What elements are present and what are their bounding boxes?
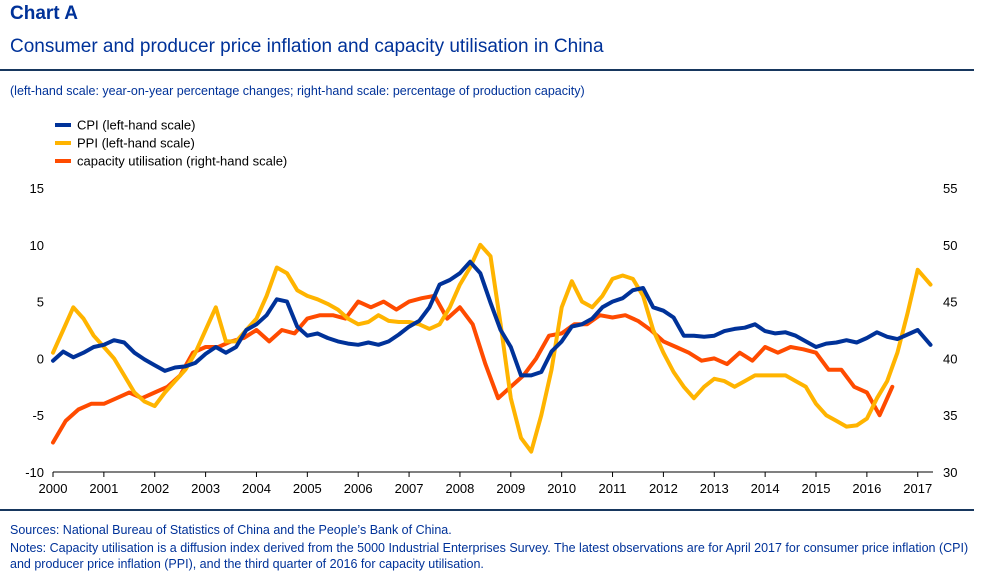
legend-label: PPI (left-hand scale) — [77, 136, 195, 151]
x-tick-label: 2009 — [496, 481, 525, 496]
right-tick-label: 50 — [943, 238, 957, 253]
x-tick-label: 2006 — [344, 481, 373, 496]
x-tick-label: 2014 — [751, 481, 780, 496]
x-tick-label: 2007 — [395, 481, 424, 496]
right-tick-label: 35 — [943, 408, 957, 423]
series-lines — [51, 242, 933, 454]
x-tick-label: 2004 — [242, 481, 271, 496]
chart-title: Consumer and producer price inflation an… — [10, 36, 604, 57]
right-tick-label: 45 — [943, 295, 957, 310]
legend-label: capacity utilisation (right-hand scale) — [77, 154, 287, 169]
left-tick-label: 15 — [30, 181, 44, 196]
right-tick-label: 40 — [943, 351, 957, 366]
chart-label: Chart A — [10, 3, 78, 24]
chart-area: CPI (left-hand scale) PPI (left-hand scal… — [25, 118, 957, 497]
x-tick-label: 2010 — [547, 481, 576, 496]
left-tick-label: 5 — [37, 295, 44, 310]
legend: CPI (left-hand scale) PPI (left-hand scal… — [55, 118, 287, 169]
ppi-line — [51, 242, 933, 454]
x-tick-label: 2012 — [649, 481, 678, 496]
x-tick-label: 2005 — [293, 481, 322, 496]
right-axis: 55 50 45 40 35 30 — [943, 181, 957, 480]
capacity-utilisation-line — [51, 293, 895, 445]
legend-label: CPI (left-hand scale) — [77, 118, 196, 133]
x-tick-label: 2003 — [191, 481, 220, 496]
x-tick-label: 2011 — [599, 481, 627, 496]
sources-note: Sources: National Bureau of Statistics o… — [10, 523, 452, 537]
notes-text: Notes: Capacity utilisation is a diffusi… — [10, 541, 969, 571]
right-tick-label: 30 — [943, 465, 957, 480]
bottom-divider — [0, 509, 974, 511]
left-tick-label: -5 — [32, 408, 44, 423]
x-tick-label: 2015 — [802, 481, 831, 496]
cpi-line — [51, 259, 933, 378]
left-tick-label: 0 — [37, 351, 44, 366]
x-tick-label: 2008 — [445, 481, 474, 496]
x-tick-label: 2016 — [852, 481, 881, 496]
top-divider — [0, 69, 974, 71]
right-tick-label: 55 — [943, 181, 957, 196]
x-tick-label: 2000 — [39, 481, 68, 496]
left-axis: 15 10 5 0 -5 -10 — [25, 181, 44, 480]
x-tick-label: 2017 — [903, 481, 932, 496]
left-tick-label: -10 — [25, 465, 44, 480]
x-tick-label: 2013 — [700, 481, 729, 496]
x-tick-label: 2002 — [140, 481, 169, 496]
chart-subtitle: (left-hand scale: year-on-year percentag… — [10, 84, 585, 98]
x-tick-label: 2001 — [89, 481, 118, 496]
left-tick-label: 10 — [30, 238, 44, 253]
x-axis: 2000 2001 2002 2003 2004 2005 2006 2007 2008 2009… — [39, 471, 933, 496]
